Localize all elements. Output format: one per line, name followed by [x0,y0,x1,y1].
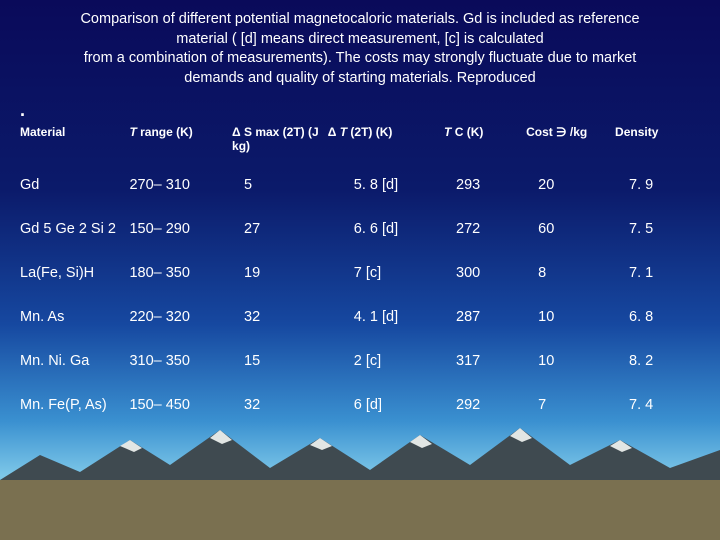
table-row: Mn. As 220– 320 32 4. 1 [d] 287 10 6. 8 [18,295,702,339]
table-row: Gd 270– 310 5 5. 8 [d] 293 20 7. 9 [18,163,702,207]
cell-ds-max: 5 [230,163,326,207]
cell-material: Mn. As [18,295,127,339]
cell-density: 7. 5 [613,207,702,251]
cell-density: 7. 4 [613,383,702,427]
slide-content: Comparison of different potential magnet… [0,0,720,540]
cell-material: Mn. Ni. Ga [18,339,127,383]
cell-tc: 293 [442,163,524,207]
cell-t-range: 180– 350 [127,251,230,295]
cell-t-range: 270– 310 [127,163,230,207]
cell-cost: 60 [524,207,613,251]
cell-dt: 4. 1 [d] [326,295,442,339]
cell-cost: 10 [524,295,613,339]
table-row: Mn. Fe(P, As) 150– 450 32 6 [d] 292 7 7.… [18,383,702,427]
title-line: from a combination of measurements). The… [84,50,637,66]
col-header-tc: T C (K) [442,121,524,163]
cell-t-range: 150– 290 [127,207,230,251]
cell-dt: 5. 8 [d] [326,163,442,207]
cell-ds-max: 15 [230,339,326,383]
col-header-ds-max: Δ S max (2T) (J kg) [230,121,326,163]
cell-t-range: 310– 350 [127,339,230,383]
slide-title: Comparison of different potential magnet… [18,10,702,94]
cell-tc: 292 [442,383,524,427]
title-line: demands and quality of starting material… [184,70,535,86]
col-header-density: Density [613,121,702,163]
cell-density: 6. 8 [613,295,702,339]
cell-cost: 10 [524,339,613,383]
materials-table: Material T T range (K)range (K) Δ S max … [18,121,702,427]
cell-density: 8. 2 [613,339,702,383]
col-header-t-range: T T range (K)range (K) [127,121,230,163]
cell-dt: 6 [d] [326,383,442,427]
cell-density: 7. 1 [613,251,702,295]
cell-ds-max: 27 [230,207,326,251]
table-header-row: Material T T range (K)range (K) Δ S max … [18,121,702,163]
cell-material: La(Fe, Si)H [18,251,127,295]
cell-ds-max: 32 [230,383,326,427]
cell-density: 7. 9 [613,163,702,207]
col-header-cost: Cost ∋ /kg [524,121,613,163]
table-row: La(Fe, Si)H 180– 350 19 7 [c] 300 8 7. 1 [18,251,702,295]
cell-t-range: 220– 320 [127,295,230,339]
cell-ds-max: 19 [230,251,326,295]
title-line: Comparison of different potential magnet… [80,11,639,27]
table-row: Gd 5 Ge 2 Si 2 150– 290 27 6. 6 [d] 272 … [18,207,702,251]
cell-dt: 7 [c] [326,251,442,295]
cell-ds-max: 32 [230,295,326,339]
table-row: Mn. Ni. Ga 310– 350 15 2 [c] 317 10 8. 2 [18,339,702,383]
cell-material: Mn. Fe(P, As) [18,383,127,427]
cell-cost: 8 [524,251,613,295]
cell-material: Gd [18,163,127,207]
cell-t-range: 150– 450 [127,383,230,427]
cell-tc: 287 [442,295,524,339]
col-header-dt: Δ T (2T) (K) [326,121,442,163]
cell-tc: 317 [442,339,524,383]
cell-dt: 6. 6 [d] [326,207,442,251]
cell-cost: 7 [524,383,613,427]
cell-tc: 272 [442,207,524,251]
col-header-material: Material [18,121,127,163]
table-body: Gd 270– 310 5 5. 8 [d] 293 20 7. 9 Gd 5 … [18,163,702,427]
title-line: material ( [d] means direct measurement,… [176,31,543,47]
cell-tc: 300 [442,251,524,295]
cell-dt: 2 [c] [326,339,442,383]
bullet-dot: . [18,94,702,121]
cell-cost: 20 [524,163,613,207]
cell-material: Gd 5 Ge 2 Si 2 [18,207,127,251]
